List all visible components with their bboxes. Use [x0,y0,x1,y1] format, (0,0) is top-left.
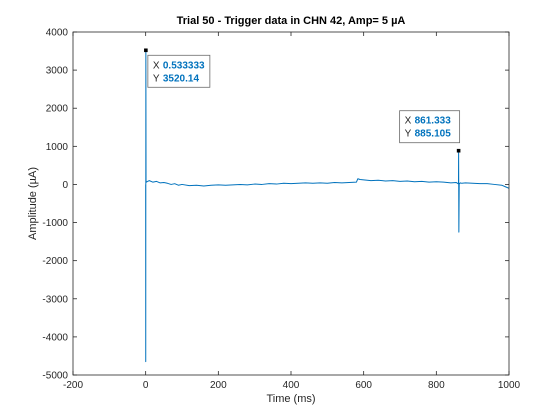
datatip-y-key: Y [405,129,412,140]
axes-background [73,32,509,375]
y-tick-label: -2000 [42,256,68,267]
y-axis-label: Amplitude (µA) [27,167,39,240]
x-axis: -200 0 200 400 600 800 1000 [63,32,521,391]
y-axis: -5000 -4000 -3000 -2000 -1000 0 1000 2000 3000 40… [42,28,509,382]
y-tick-label: 4000 [46,28,69,39]
y-tick-label: 2000 [46,104,69,115]
datatip-y-key: Y [153,73,160,84]
datatip-x-value: 0.533333 [163,60,205,71]
x-tick-label: 800 [428,380,445,391]
series-line-0 [145,49,510,363]
y-tick-label: -1000 [42,218,68,229]
datatip-x-value: 861.333 [415,116,452,127]
datatip-y-value: 885.105 [415,129,452,140]
x-tick-label: 400 [283,380,300,391]
x-tick-label: 200 [210,380,227,391]
x-tick-label: -200 [63,380,83,391]
y-tick-label: -4000 [42,332,68,343]
y-tick-label: 0 [62,180,68,191]
datatip-x-key: X [153,60,160,71]
series-layer [145,49,510,363]
datatip-y-value: 3520.14 [163,73,200,84]
datatip-x-key: X [405,116,412,127]
datatip-marker [456,148,461,153]
x-tick-label: 1000 [498,380,521,391]
y-tick-label: -3000 [42,294,68,305]
y-tick-label: 1000 [46,142,69,153]
y-tick-label: 3000 [46,66,69,77]
y-tick-label: -5000 [42,371,68,382]
chart-title: Trial 50 - Trigger data in CHN 42, Amp= … [177,15,406,27]
datatip-marker [144,48,148,53]
datatip-box [147,54,211,88]
x-axis-label: Time (ms) [266,393,315,405]
x-tick-label: 0 [143,380,149,391]
datatip-box [399,110,461,144]
x-tick-label: 600 [355,380,372,391]
